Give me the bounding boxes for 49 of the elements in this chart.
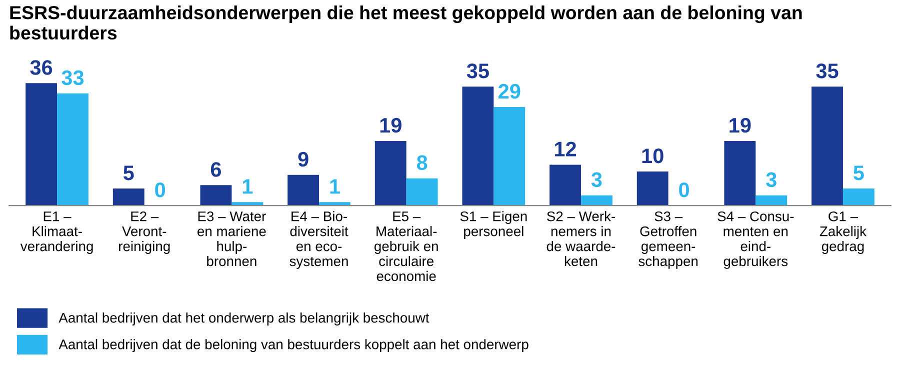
x-tick-label: S1 – Eigen personeel <box>460 211 527 239</box>
data-label: 35 <box>816 64 838 78</box>
data-label: 0 <box>679 182 689 198</box>
data-label: 0 <box>155 182 166 198</box>
bar <box>462 86 494 206</box>
data-label: 19 <box>380 118 402 133</box>
bar <box>550 164 581 206</box>
x-tick-label: E4 – Bio- diversiteit en eco- systemen <box>290 211 348 269</box>
data-label: 33 <box>62 70 84 86</box>
data-label: 35 <box>466 64 489 78</box>
legend-label: Aantal bedrijven dat de beloning van bestuurders koppelt aan het onderwerp <box>58 339 528 352</box>
data-label: 6 <box>210 162 222 177</box>
bar <box>756 195 788 206</box>
data-label: 5 <box>854 166 864 180</box>
data-label: 3 <box>591 172 602 188</box>
bar <box>57 93 88 206</box>
bar <box>26 83 58 206</box>
x-tick-label: E5 – Materiaal- gebruik en circulaire economie <box>374 212 438 282</box>
data-label: 10 <box>642 148 664 164</box>
data-label: 9 <box>298 152 308 167</box>
bar <box>200 185 232 206</box>
x-tick-label: S4 – Consu- menten en eind- gebruikers <box>718 211 794 269</box>
data-label: 36 <box>30 60 52 75</box>
data-label: 5 <box>123 166 134 180</box>
legend-label: Aantal bedrijven dat het onderwerp als belangrijk beschouwt <box>58 312 430 326</box>
x-tick-label: S2 – Werk- nemers in de waarde- keten <box>546 211 616 266</box>
bar <box>580 195 612 206</box>
x-tick-label: G1 – Zakelijk gedrag <box>820 211 867 254</box>
bar <box>288 174 320 206</box>
data-label: 12 <box>555 142 576 156</box>
data-label: 29 <box>498 84 520 99</box>
data-label: 8 <box>416 155 428 170</box>
data-label: 1 <box>330 179 340 194</box>
data-label: 3 <box>766 172 776 188</box>
bar <box>406 178 438 206</box>
bar <box>494 106 526 206</box>
bar <box>636 172 668 206</box>
x-tick-label: E2 – Veront- reiniging <box>119 211 170 254</box>
chart-title: ESRS-duurzaamheidsonderwerpen die het meest gekoppeld worden aan de beloning van bestuurders <box>10 6 802 40</box>
x-tick-label: S3 – Getroffen gemeen- schappen <box>638 211 698 269</box>
x-tick-label: E1 – Klimaat- verandering <box>20 212 93 254</box>
data-label: 19 <box>730 118 751 133</box>
bar <box>812 86 843 206</box>
bar <box>374 140 406 206</box>
bar <box>724 140 756 206</box>
x-tick-label: E3 – Water en mariene hulp- bronnen <box>198 211 266 266</box>
data-label: 1 <box>242 179 253 194</box>
bar <box>842 188 874 206</box>
bar <box>112 188 144 206</box>
